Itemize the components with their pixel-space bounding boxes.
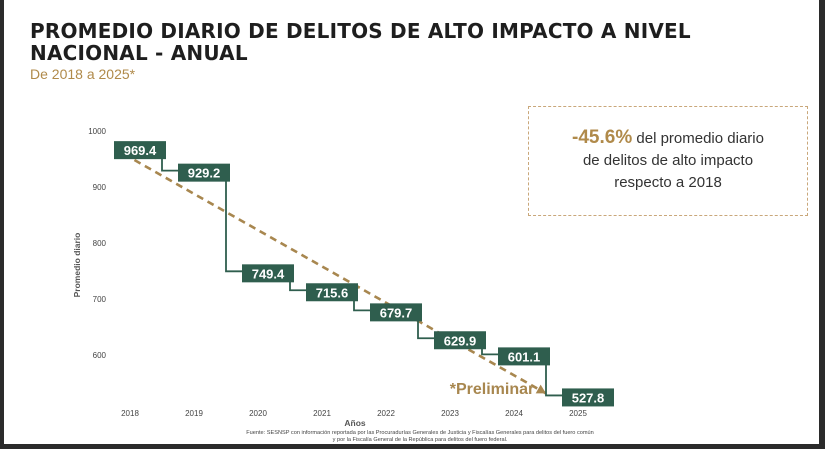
value-label-box — [178, 163, 230, 182]
x-tick-label: 2021 — [313, 409, 331, 418]
y-tick-label: 600 — [93, 351, 107, 360]
callout-text-2: de delitos de alto impacto — [582, 152, 754, 169]
callout-line-1: -45.6% del promedio diario — [529, 127, 807, 150]
trend-label: *Preliminar — [450, 381, 534, 398]
x-tick-label: 2023 — [441, 409, 459, 418]
y-axis-label: Promedio diario — [72, 233, 82, 298]
frame-bottom-border — [0, 444, 825, 449]
value-label: 929.2 — [188, 166, 221, 181]
x-tick-label: 2022 — [377, 409, 395, 418]
y-tick-label: 900 — [93, 183, 107, 192]
source-line-1: Fuente: SESNSP con información reportada… — [246, 430, 594, 436]
frame-right-border — [819, 0, 825, 449]
x-tick-label: 2025 — [569, 409, 587, 418]
source-note: Fuente: SESNSP con información reportada… — [160, 430, 680, 444]
chart-title: PROMEDIO DIARIO DE DELITOS DE ALTO IMPAC… — [30, 19, 691, 65]
x-tick-label: 2024 — [505, 409, 523, 418]
x-tick-label: 2018 — [121, 409, 139, 418]
value-label-box — [370, 303, 422, 322]
source-line-2: y por la Fiscalía General de la Repúblic… — [332, 437, 508, 443]
x-tick-label: 2019 — [185, 409, 203, 418]
x-axis-label: Años — [344, 418, 366, 428]
callout-percent: -45.6% — [572, 127, 633, 148]
callout-box: -45.6% del promedio diario de delitos de… — [528, 106, 808, 216]
callout-text-1: del promedio diario — [636, 130, 764, 147]
frame-left-border — [0, 0, 4, 449]
chart-subtitle: De 2018 a 2025* — [30, 66, 136, 82]
x-tick-label: 2020 — [249, 409, 267, 418]
value-label: 749.4 — [252, 266, 285, 281]
y-tick-label: 700 — [93, 295, 107, 304]
value-label-box — [498, 347, 550, 366]
y-tick-label: 800 — [93, 239, 107, 248]
callout-text-3: respecto a 2018 — [614, 174, 722, 191]
value-label: 969.4 — [124, 143, 157, 158]
value-label-box — [114, 141, 166, 160]
value-label-box — [306, 283, 358, 302]
value-label: 601.1 — [508, 349, 541, 364]
trend-line — [123, 153, 547, 395]
y-tick-label: 1000 — [88, 127, 106, 136]
value-label-box — [562, 388, 614, 407]
value-label: 629.9 — [444, 333, 477, 348]
value-label: 715.6 — [316, 285, 349, 300]
trend-arrowhead — [535, 384, 546, 394]
value-label-box — [242, 264, 294, 283]
value-label: 679.7 — [380, 305, 413, 320]
value-label: 527.8 — [572, 390, 605, 405]
value-label-box — [434, 331, 486, 350]
